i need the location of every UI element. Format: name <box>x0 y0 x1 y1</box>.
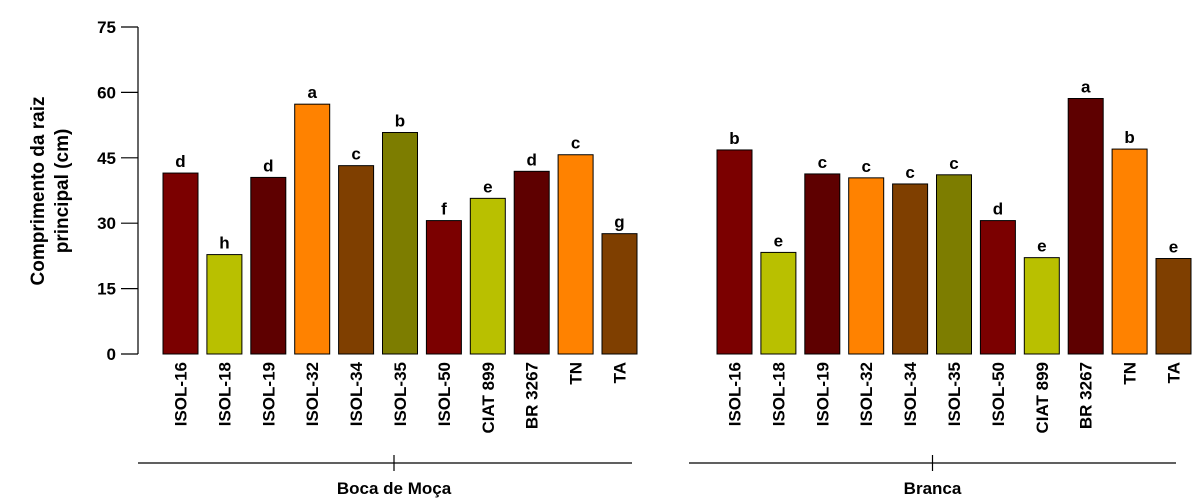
significance-letter: b <box>1124 128 1134 147</box>
significance-letter: h <box>219 234 229 253</box>
bar <box>162 172 199 355</box>
category-label: ISOL-35 <box>391 362 410 426</box>
category-label: ISOL-16 <box>172 362 191 426</box>
bar <box>979 220 1016 355</box>
significance-letter: b <box>395 112 405 131</box>
bar <box>513 170 550 355</box>
category-label: ISOL-32 <box>303 362 322 426</box>
y-axis-title-line-1: Comprimento da raiz <box>28 97 49 286</box>
bar <box>1155 258 1192 355</box>
category-label: ISOL-19 <box>813 362 832 426</box>
category-label: ISOL-35 <box>945 362 964 426</box>
category-label: ISOL-16 <box>726 362 745 426</box>
bar <box>557 154 594 355</box>
significance-letter: c <box>351 145 360 164</box>
bar <box>1111 148 1148 355</box>
category-label: ISOL-34 <box>347 361 366 426</box>
category-label: ISOL-34 <box>901 361 920 426</box>
group-label: Branca <box>904 479 962 498</box>
y-tick-label: 0 <box>107 345 116 364</box>
category-label: BR 3267 <box>523 362 542 429</box>
bar <box>250 176 287 355</box>
significance-letter: e <box>774 231 783 250</box>
bar <box>469 197 506 355</box>
significance-letter: e <box>1169 238 1178 257</box>
significance-letter: c <box>949 154 958 173</box>
category-label: ISOL-18 <box>215 362 234 426</box>
category-label: BR 3267 <box>1077 362 1096 429</box>
category-label: ISOL-32 <box>857 362 876 426</box>
bars-layer: d h d a c b f e d c g b e c c c c d e a b e <box>162 78 1192 355</box>
bar <box>804 173 841 355</box>
bar <box>1023 257 1060 355</box>
category-label: ISOL-18 <box>769 362 788 426</box>
bar <box>936 174 972 355</box>
significance-letter: e <box>483 177 492 196</box>
significance-letter: c <box>861 157 870 176</box>
bar <box>382 132 418 355</box>
bar <box>716 149 753 355</box>
category-label: ISOL-50 <box>435 362 454 426</box>
bar <box>848 177 885 355</box>
significance-letter: c <box>818 153 827 172</box>
bar <box>760 251 797 355</box>
y-axis: 0 15 30 45 60 75 <box>97 18 139 364</box>
significance-letter: e <box>1037 237 1046 256</box>
y-axis-title: Comprimento da raiz principal (cm) <box>28 97 73 286</box>
category-label: TN <box>1121 362 1140 385</box>
bar <box>1067 98 1104 355</box>
category-label: TN <box>567 362 586 385</box>
category-label: TA <box>1165 362 1184 383</box>
significance-letter: f <box>441 200 447 219</box>
y-tick-label: 15 <box>97 280 116 299</box>
significance-letter: d <box>527 150 537 169</box>
significance-letter: c <box>571 134 580 153</box>
bar <box>206 254 243 355</box>
category-label: ISOL-19 <box>259 362 278 426</box>
y-tick-label: 75 <box>97 18 116 37</box>
significance-letter: b <box>729 129 739 148</box>
category-label: TA <box>611 362 630 383</box>
group-label: Boca de Moça <box>337 479 452 498</box>
y-tick-label: 60 <box>97 83 116 102</box>
significance-letter: a <box>307 83 317 102</box>
bar <box>425 220 462 355</box>
significance-letter: d <box>175 152 185 171</box>
significance-letter: a <box>1081 78 1091 97</box>
significance-letter: c <box>905 163 914 182</box>
category-label: CIAT 899 <box>479 362 498 434</box>
bar <box>338 165 375 355</box>
significance-letter: d <box>993 200 1003 219</box>
y-tick-label: 30 <box>97 214 116 233</box>
y-tick-label: 45 <box>97 149 116 168</box>
category-label: ISOL-50 <box>989 362 1008 426</box>
group-axis: Boca de Moça Branca <box>138 455 1176 498</box>
significance-letter: g <box>614 213 624 232</box>
category-labels-layer: ISOL-16 ISOL-18 ISOL-19 ISOL-32 ISOL-34 ISOL-… <box>172 361 1184 433</box>
bar <box>892 183 929 355</box>
bar <box>294 103 331 355</box>
bar <box>601 233 638 355</box>
y-axis-title-line-2: principal (cm) <box>52 129 73 254</box>
significance-letter: d <box>263 156 273 175</box>
category-label: CIAT 899 <box>1033 362 1052 434</box>
